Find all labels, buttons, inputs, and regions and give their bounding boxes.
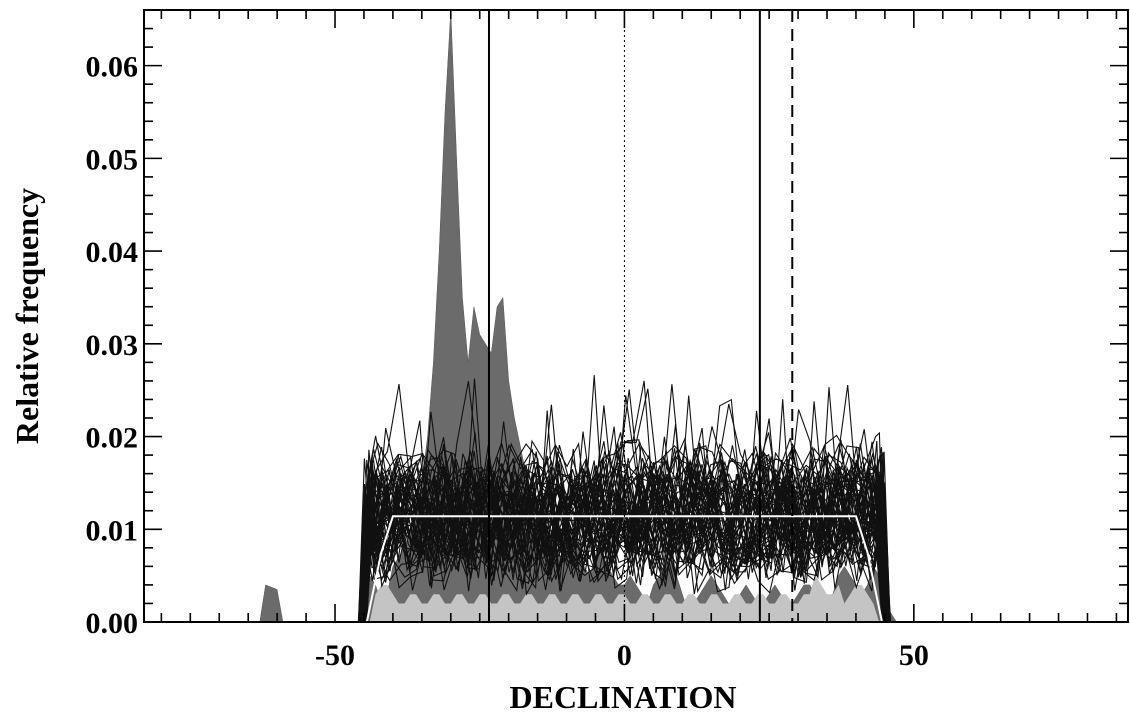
dark-histogram-area [259,10,897,622]
simulation-line [363,395,890,622]
simulation-line [362,389,887,622]
y-tick-labels: 0.00 0.01 0.02 0.03 0.04 0.05 0.06 [86,51,139,640]
x-tick-label: -50 [315,639,355,672]
y-axis-title: Relative frequency [9,188,45,444]
y-tick-label: 0.01 [86,514,139,547]
x-tick-labels: -50 0 50 [315,639,929,672]
y-tick-label: 0.06 [86,51,139,84]
simulation-line [365,404,884,622]
simulation-line [358,458,888,622]
x-axis-title: DECLINATION [510,679,737,715]
y-tick-label: 0.04 [86,236,139,269]
light-histogram-area [369,575,880,622]
simulation-line [360,436,889,622]
simulation-line [360,405,883,622]
y-tick-label: 0.05 [86,143,139,176]
y-tick-label: 0.02 [86,422,139,455]
simulation-line [358,476,883,622]
simulation-line [365,387,890,622]
plot-area [143,9,1129,623]
simulation-lines [357,375,892,622]
x-tick-label: 0 [617,639,632,672]
y-tick-label: 0.03 [86,329,139,362]
simulation-line [365,471,886,622]
x-tick-label: 50 [899,639,929,672]
simulation-line [358,409,884,622]
plot-frame [143,9,1129,623]
plot-inner [259,10,897,622]
simulation-line [358,395,886,622]
simulation-line [364,426,890,622]
y-tick-label: 0.00 [86,607,139,640]
